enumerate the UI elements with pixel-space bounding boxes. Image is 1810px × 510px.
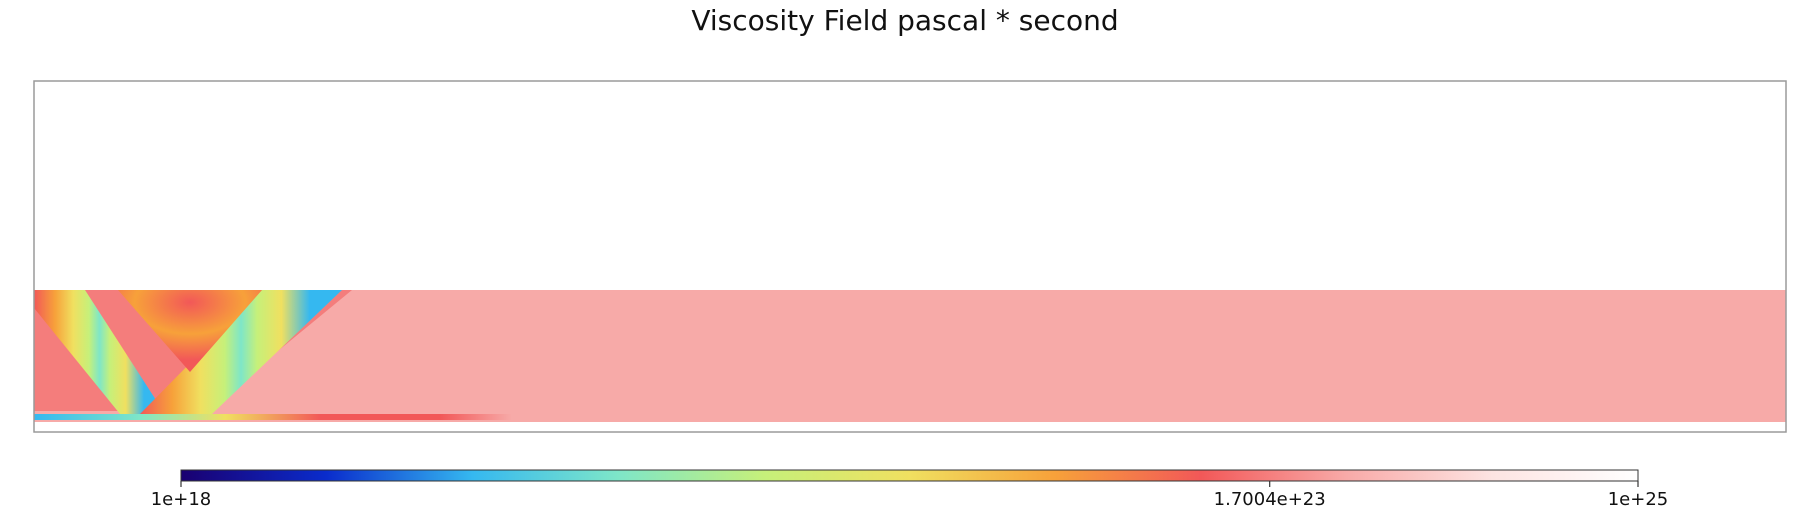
plot-frame	[33, 80, 1787, 433]
shear-zone-apex	[118, 290, 262, 372]
chart-title: Viscosity Field pascal * second	[691, 4, 1118, 37]
colorbar-ticks: 1e+18 1.7004e+23 1e+25	[151, 481, 1669, 510]
colorbar: 1e+18 1.7004e+23 1e+25	[151, 469, 1669, 510]
shear-zone-left-arm	[34, 290, 165, 414]
viscosity-field	[34, 290, 1786, 422]
colorbar-tick-label: 1e+18	[151, 489, 212, 510]
basal-shear-strip	[34, 414, 512, 420]
plot-area	[33, 80, 1787, 433]
colorbar-tick-label: 1.7004e+23	[1214, 489, 1326, 510]
lithosphere-layer	[34, 290, 1786, 422]
shear-zone-right-arm	[140, 290, 342, 414]
colorbar-bar	[180, 469, 1639, 482]
colorbar-tick-label: 1e+25	[1608, 489, 1669, 510]
